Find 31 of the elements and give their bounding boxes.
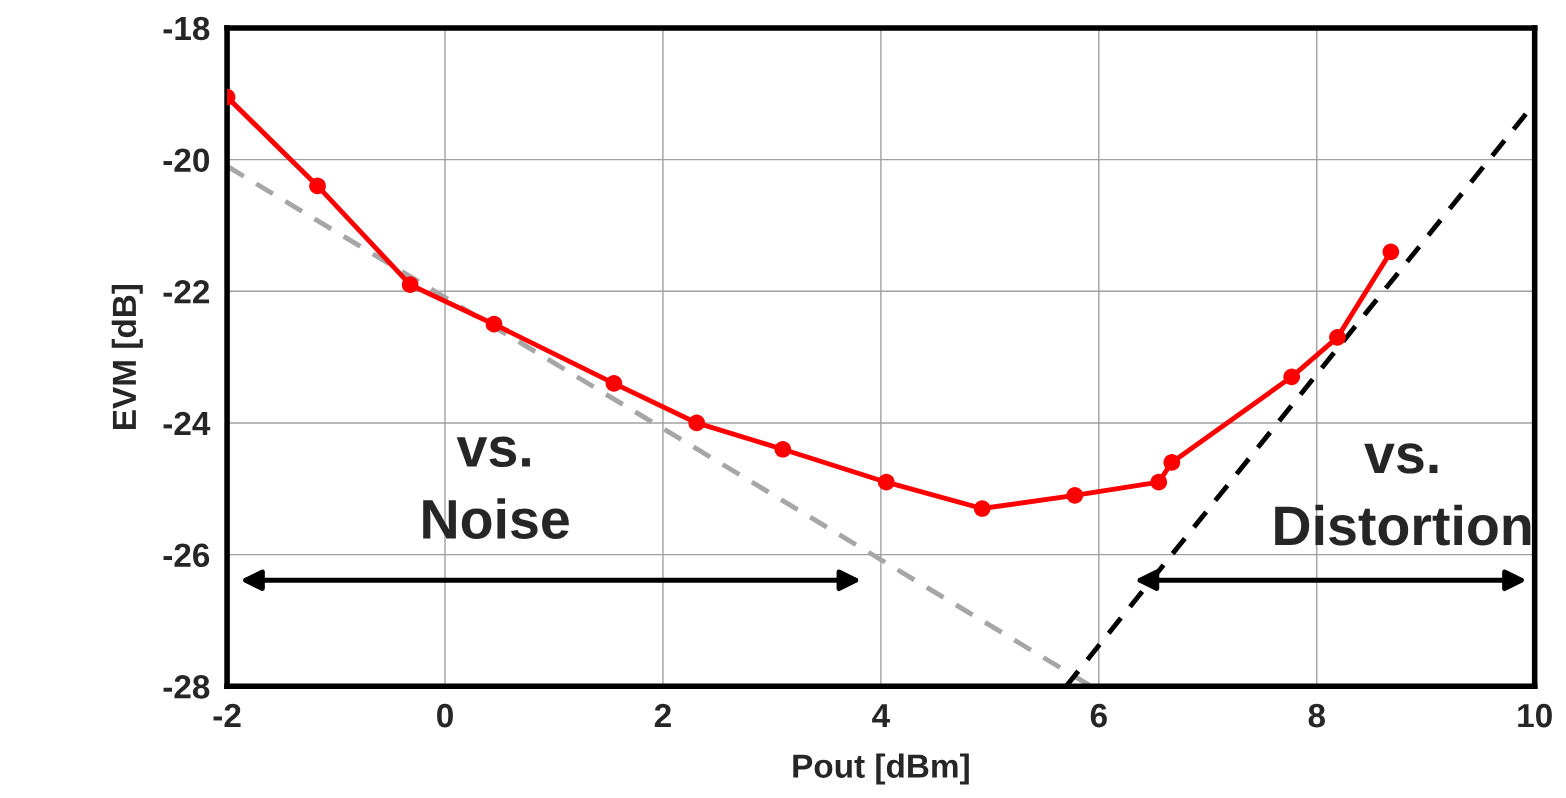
y-tick-label: -22 [163,280,210,304]
y-tick-label: -20 [163,148,210,173]
annotation: vs. Noise [423,436,569,539]
point [309,177,326,195]
point [973,500,991,517]
point [1329,329,1346,346]
x-tick-label: 6 [1090,703,1107,728]
point [1382,243,1400,261]
point [401,276,419,294]
annotation: vs. Distortion [1275,443,1531,546]
point [1150,473,1168,491]
point [877,473,895,491]
x-tick-label: 10 [1518,703,1552,728]
point [485,315,503,333]
y-tick-label: -26 [163,543,210,568]
point [1163,454,1181,471]
point [774,440,792,458]
y-tick-label: -28 [163,675,210,699]
point [688,414,706,432]
y-axis-title: EVM [dB] [111,284,143,429]
point [1283,368,1301,386]
x-tick-label: 2 [654,703,671,728]
x-tick-label: 0 [437,703,453,728]
x-axis-title: Pout [dBm] [793,753,969,785]
y-tick-label: -18 [163,16,210,41]
x-tick-label: 4 [872,704,890,728]
point [605,375,623,392]
x-tick-label: 8 [1308,703,1325,728]
y-tick-label: -24 [163,411,211,436]
x-tick-label: -2 [213,703,241,728]
point [1066,487,1084,504]
